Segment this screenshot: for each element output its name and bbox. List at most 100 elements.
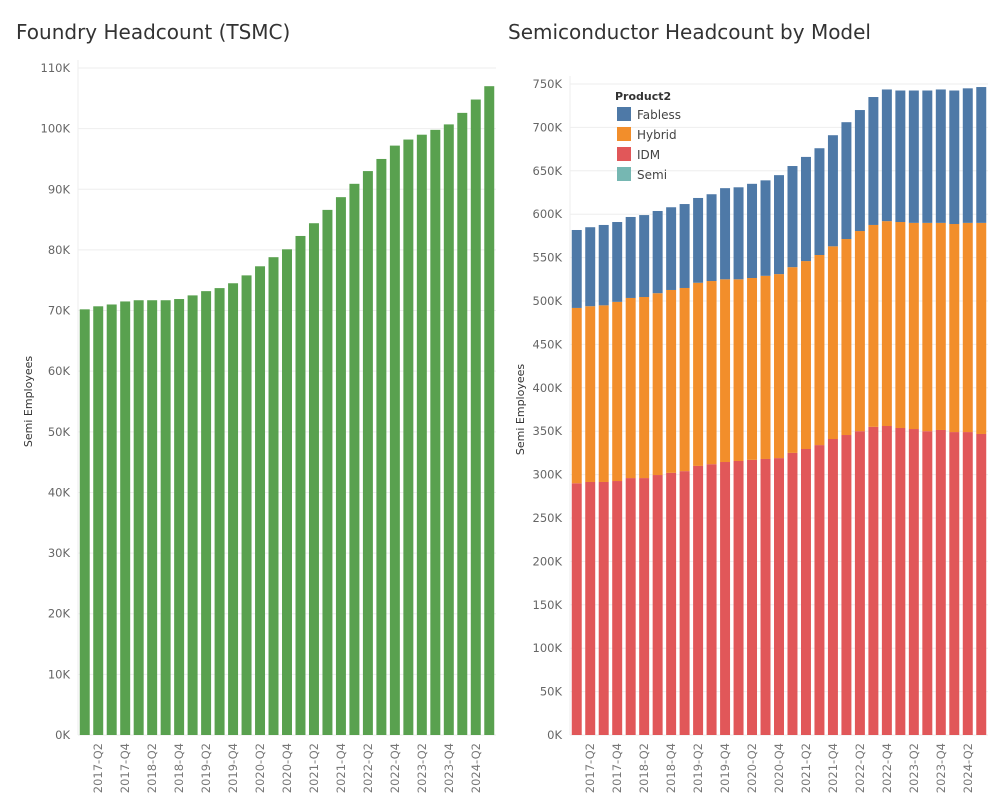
bar-fabless-2017-Q3 <box>598 224 609 306</box>
bar-idm-2021-Q3 <box>814 445 825 735</box>
x-tick-label: 2022-Q4 <box>388 743 402 793</box>
bar-2017-Q2 <box>93 306 104 735</box>
x-tick-label: 2022-Q2 <box>853 743 867 793</box>
bar-idm-2023-Q3 <box>922 431 933 735</box>
bar-fabless-2022-Q4 <box>881 89 892 222</box>
bar-idm-2017-Q3 <box>598 481 609 735</box>
bar-2018-Q2 <box>147 300 158 735</box>
bar-hybrid-2020-Q2 <box>747 277 758 460</box>
y-tick-label: 50K <box>48 425 71 439</box>
bar-2017-Q3 <box>106 304 117 735</box>
x-tick-label: 2022-Q4 <box>880 743 894 793</box>
bar-2022-Q1 <box>349 183 360 736</box>
bar-hybrid-2017-Q4 <box>612 301 623 482</box>
bar-2021-Q4 <box>335 197 346 735</box>
bar-hybrid-2023-Q3 <box>922 222 933 432</box>
y-tick-label: 70K <box>48 304 71 318</box>
bar-hybrid-2024-Q2 <box>962 222 973 433</box>
bar-hybrid-2018-Q4 <box>666 289 677 473</box>
bar-idm-2022-Q1 <box>841 435 852 735</box>
bar-idm-2023-Q1 <box>895 427 906 735</box>
bar-hybrid-2019-Q3 <box>706 281 717 465</box>
y-tick-label: 350K <box>533 424 563 438</box>
bar-idm-2020-Q3 <box>760 458 771 735</box>
x-tick-label: 2019-Q2 <box>199 743 213 793</box>
bar-idm-2023-Q2 <box>908 429 919 735</box>
bar-fabless-2018-Q4 <box>666 207 677 290</box>
x-tick-label: 2021-Q2 <box>799 743 813 793</box>
bar-idm-2020-Q1 <box>733 460 744 735</box>
legend-label-fabless: Fabless <box>637 108 681 122</box>
x-tick-label: 2018-Q4 <box>664 743 678 793</box>
bar-2023-Q2 <box>416 134 427 735</box>
bar-hybrid-2017-Q2 <box>585 306 596 482</box>
bar-2022-Q3 <box>376 158 387 736</box>
x-tick-label: 2017-Q2 <box>91 743 105 793</box>
y-tick-label: 450K <box>533 337 563 351</box>
y-tick-label: 30K <box>48 546 71 560</box>
y-tick-label: 550K <box>533 251 563 265</box>
foundry-headcount-chart: 0K 10K 20K 30K 40K 50K 60K 70K 80K 90K 100K 110K Sem… <box>22 60 496 793</box>
bar-2019-Q2 <box>201 291 212 735</box>
y-tick-label: 200K <box>533 554 563 568</box>
bar-idm-2018-Q2 <box>639 478 650 735</box>
legend-swatch-hybrid <box>617 127 631 141</box>
bar-2020-Q2 <box>255 266 266 735</box>
bar-hybrid-2018-Q1 <box>625 297 636 479</box>
bar-2020-Q1 <box>241 275 252 735</box>
bar-fabless-2018-Q3 <box>652 210 663 294</box>
bar-fabless-2019-Q4 <box>720 188 731 280</box>
bar-fabless-2024-Q3 <box>976 87 987 223</box>
bar-fabless-2023-Q4 <box>935 89 946 223</box>
bar-hybrid-2018-Q3 <box>652 293 663 476</box>
legend-label-semi: Semi <box>637 168 667 182</box>
y-tick-label: 0K <box>547 728 562 742</box>
y-tick-label: 40K <box>48 485 71 499</box>
bar-hybrid-2021-Q3 <box>814 254 825 446</box>
y-tick-label: 100K <box>533 641 563 655</box>
bar-fabless-2021-Q1 <box>787 166 798 268</box>
bar-2018-Q4 <box>174 299 185 735</box>
bar-2019-Q1 <box>187 295 198 735</box>
y-tick-label: 100K <box>41 122 71 136</box>
right-chart-title: Semiconductor Headcount by Model <box>508 20 871 44</box>
x-tick-label: 2020-Q2 <box>253 743 267 793</box>
x-tick-label: 2020-Q4 <box>280 743 294 793</box>
bar-hybrid-2017-Q1 <box>571 307 582 484</box>
bar-2021-Q2 <box>308 223 319 735</box>
bar-idm-2021-Q2 <box>800 448 811 735</box>
bar-idm-2020-Q4 <box>774 458 784 735</box>
x-tick-label: 2018-Q2 <box>145 743 159 793</box>
bar-2019-Q3 <box>214 288 225 735</box>
x-tick-label: 2024-Q2 <box>469 743 483 793</box>
bar-2024-Q2 <box>470 99 481 736</box>
bar-fabless-2017-Q2 <box>585 227 596 307</box>
y-tick-label: 80K <box>48 243 71 257</box>
bar-fabless-2024-Q1 <box>949 90 960 225</box>
x-tick-label: 2019-Q4 <box>718 743 732 793</box>
left-chart-title: Foundry Headcount (TSMC) <box>16 20 291 44</box>
bar-hybrid-2019-Q2 <box>693 282 704 466</box>
bar-fabless-2020-Q3 <box>760 180 771 276</box>
bar-idm-2022-Q4 <box>881 425 892 735</box>
legend-label-idm: IDM <box>637 148 660 162</box>
legend-swatch-idm <box>617 147 631 161</box>
legend-label-hybrid: Hybrid <box>637 128 677 142</box>
bar-2019-Q4 <box>228 283 239 735</box>
bar-hybrid-2020-Q4 <box>774 274 784 459</box>
bar-fabless-2020-Q1 <box>733 187 744 280</box>
bar-2024-Q1 <box>457 112 468 735</box>
bar-2018-Q1 <box>133 300 144 735</box>
bar-hybrid-2022-Q4 <box>881 221 892 426</box>
legend-swatch-semi <box>617 167 631 181</box>
bar-2022-Q4 <box>389 145 400 735</box>
bar-idm-2024-Q1 <box>949 432 960 735</box>
bar-idm-2018-Q3 <box>652 475 663 735</box>
bar-hybrid-2021-Q2 <box>800 261 811 449</box>
bar-idm-2017-Q2 <box>585 481 596 735</box>
bar-idm-2021-Q4 <box>827 439 838 735</box>
bar-fabless-2019-Q2 <box>693 197 704 283</box>
bar-idm-2019-Q4 <box>720 462 731 735</box>
bar-fabless-2019-Q1 <box>679 204 690 288</box>
bar-2023-Q4 <box>443 124 454 735</box>
